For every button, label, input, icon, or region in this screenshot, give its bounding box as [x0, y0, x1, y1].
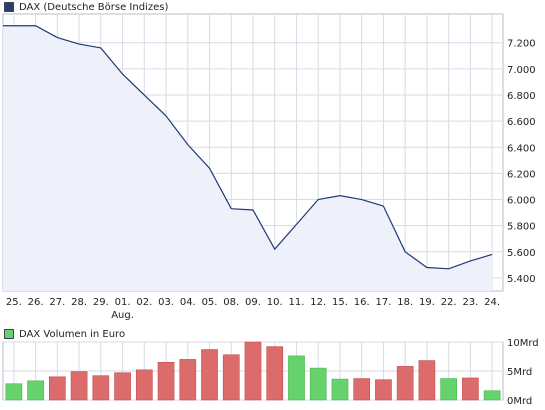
volume-bar [266, 346, 284, 401]
volume-bar [92, 375, 110, 401]
volume-bar [331, 378, 349, 401]
price-y-tick-label: 6.000 [507, 196, 536, 207]
x-tick-label: 05. [202, 297, 218, 308]
volume-bar [440, 378, 457, 401]
x-tick-label: 11. [289, 297, 305, 308]
volume-bar [27, 380, 44, 401]
price-y-tick-label: 6.800 [507, 91, 536, 102]
volume-bar [49, 376, 66, 401]
volume-y-tick-label: 5Mrd [507, 367, 532, 378]
price-y-tick-label: 6.400 [507, 143, 536, 154]
volume-bar [114, 372, 131, 401]
x-tick-label: 12. [310, 297, 326, 308]
x-tick-label: 28. [71, 297, 87, 308]
x-tick-label: 23. [462, 297, 478, 308]
volume-bar [396, 366, 414, 401]
x-tick-label: 25. [6, 297, 22, 308]
price-line [3, 25, 493, 270]
price-y-tick-label: 6.200 [507, 169, 536, 180]
volume-bar [244, 341, 262, 401]
x-tick-label: 19. [419, 297, 435, 308]
price-legend-label: DAX (Deutsche Börse Indizes) [19, 1, 169, 13]
volume-y-tick-label: 0Mrd [507, 396, 532, 407]
x-tick-label: 27. [49, 297, 65, 308]
price-y-tick-label: 5.800 [507, 222, 536, 233]
x-tick-label: 29. [93, 297, 109, 308]
x-month-label: Aug. [111, 310, 134, 321]
volume-bar [309, 367, 327, 401]
volume-bar [483, 390, 501, 401]
volume-y-tick-label: 10Mrd [507, 338, 539, 349]
volume-bar [179, 359, 197, 401]
x-tick-label: 16. [354, 297, 370, 308]
x-tick-label: 24. [484, 297, 500, 308]
price-y-tick-label: 6.600 [507, 117, 536, 128]
volume-bar [70, 371, 88, 401]
volume-bar [353, 378, 371, 401]
x-tick-label: 18. [397, 297, 413, 308]
price-y-tick-label: 7.000 [507, 65, 536, 76]
x-tick-label: 02. [136, 297, 152, 308]
volume-bar [157, 361, 175, 401]
price-legend: DAX (Deutsche Börse Indizes) [4, 0, 168, 14]
volume-bar [462, 377, 479, 401]
x-tick-label: 22. [441, 297, 457, 308]
x-tick-label: 17. [375, 297, 391, 308]
x-tick-label: 10. [267, 297, 283, 308]
volume-legend: DAX Volumen in Euro [4, 327, 125, 341]
volume-bar [375, 379, 392, 401]
price-legend-swatch [4, 2, 14, 12]
x-tick-label: 15. [332, 297, 348, 308]
x-tick-label: 01. [115, 297, 131, 308]
volume-legend-swatch [4, 329, 14, 339]
volume-bar [5, 383, 23, 401]
volume-bar [201, 349, 218, 401]
volume-bar [418, 360, 436, 401]
price-y-tick-label: 5.600 [507, 248, 536, 259]
x-tick-label: 03. [158, 297, 174, 308]
volume-bar [288, 355, 305, 401]
price-y-tick-label: 7.200 [507, 39, 536, 50]
volume-bar [222, 354, 240, 401]
volume-legend-label: DAX Volumen in Euro [19, 328, 126, 340]
x-tick-label: 09. [245, 297, 261, 308]
x-tick-label: 04. [180, 297, 196, 308]
price-y-tick-label: 5.400 [507, 274, 536, 285]
price-area [3, 25, 493, 292]
x-tick-label: 26. [28, 297, 44, 308]
x-tick-label: 08. [223, 297, 239, 308]
volume-bar [135, 369, 153, 401]
